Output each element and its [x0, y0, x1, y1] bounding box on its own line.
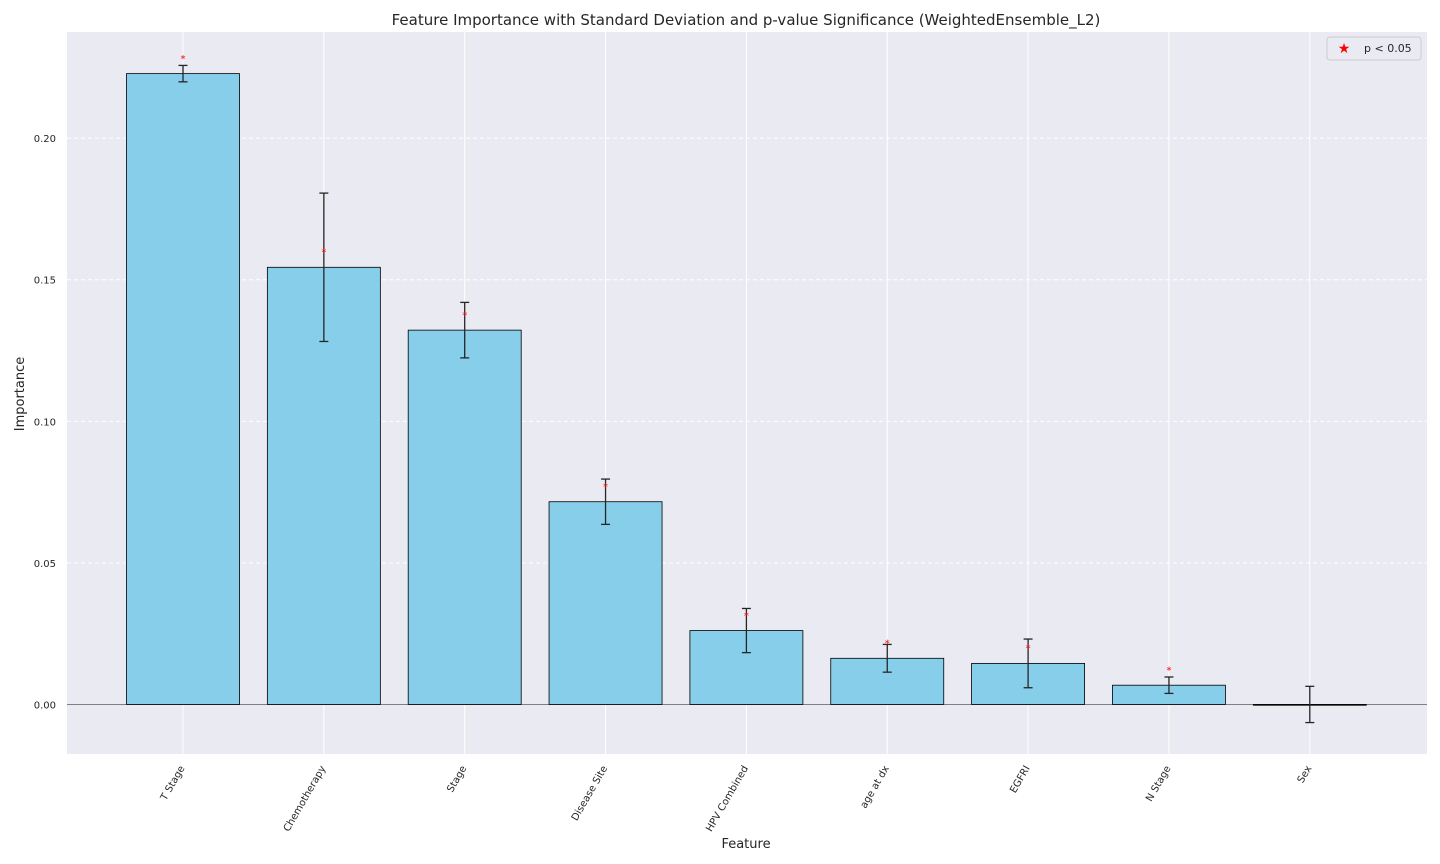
- x-tick-label: EGFRI: [1008, 764, 1032, 795]
- y-tick-labels: 0.00 0.05 0.10 0.15 0.20: [34, 134, 56, 711]
- legend-star-icon: ★: [1338, 41, 1351, 57]
- y-tick-label: 0.00: [34, 700, 56, 711]
- significance-star: *: [1026, 644, 1031, 655]
- y-tick-label: 0.05: [34, 559, 56, 570]
- bar-stage: [407, 329, 522, 705]
- significance-star: *: [181, 54, 186, 65]
- legend-label: p < 0.05: [1364, 42, 1412, 55]
- legend: ★ p < 0.05: [1326, 36, 1422, 61]
- x-tick-label: Sex: [1296, 764, 1315, 785]
- y-tick-label: 0.10: [34, 417, 56, 428]
- significance-star: *: [603, 482, 608, 493]
- significance-star: *: [321, 248, 326, 259]
- bar-age-at-dx: [830, 657, 945, 705]
- legend-box: [1326, 36, 1422, 61]
- significance-stars: * * * * * * * *: [181, 54, 1172, 677]
- error-bars: [178, 64, 1315, 724]
- bars: [126, 73, 1367, 706]
- bar-hpv-combined: [689, 630, 804, 705]
- y-tick-label: 0.15: [34, 276, 56, 287]
- chart-title: Feature Importance with Standard Deviati…: [392, 11, 1101, 30]
- bar-t-stage: [126, 73, 240, 705]
- x-tick-label: N Stage: [1144, 764, 1173, 804]
- x-tick-label: HPV Combined: [704, 764, 751, 834]
- significance-star: *: [744, 611, 749, 622]
- x-tick-label: Disease Site: [570, 764, 610, 823]
- x-tick-label: Stage: [445, 764, 469, 795]
- x-tick-label: age at dx: [859, 764, 892, 811]
- significance-star: *: [1166, 666, 1171, 677]
- x-tick-label: Chemotherapy: [282, 764, 329, 834]
- significance-star: *: [885, 639, 890, 650]
- y-tick-label: 0.20: [34, 134, 56, 145]
- y-axis-label: Importance: [13, 357, 28, 432]
- bar-disease-site: [548, 501, 663, 705]
- x-axis-label: Feature: [721, 837, 770, 852]
- significance-star: *: [462, 310, 467, 321]
- x-tick-labels: T Stage Chemotherapy Stage Disease Site HPV …: [158, 764, 1314, 834]
- x-tick-label: T Stage: [158, 764, 187, 803]
